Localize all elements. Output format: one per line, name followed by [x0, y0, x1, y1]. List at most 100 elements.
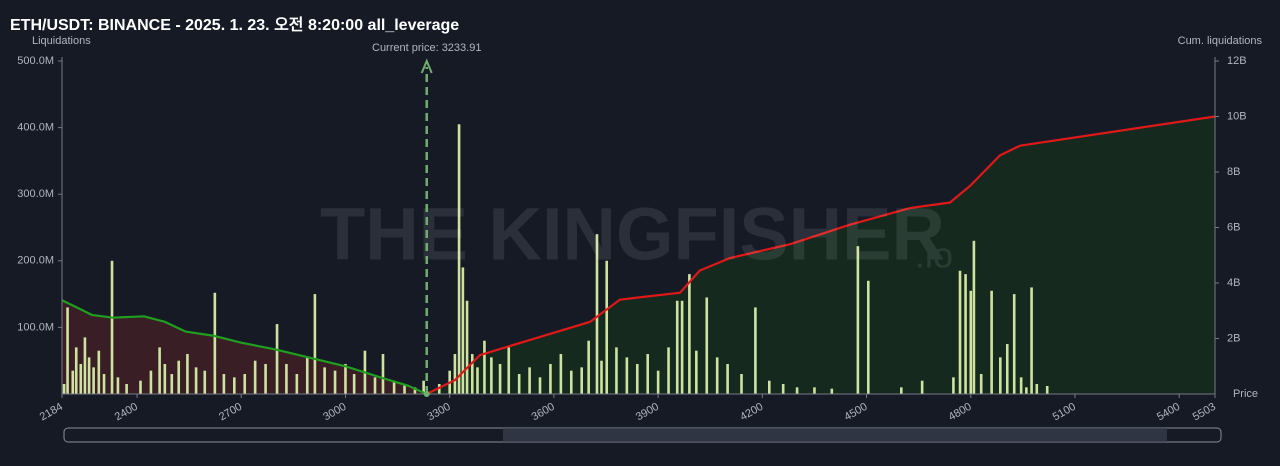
bar: [158, 347, 161, 394]
bar: [979, 374, 983, 394]
bar: [305, 357, 309, 394]
y2-tick-label: 8B: [1227, 166, 1240, 178]
area-fill: [426, 116, 1216, 394]
bar: [958, 270, 962, 394]
y-tick-label: 300.0M: [17, 188, 54, 200]
bar: [403, 384, 406, 394]
bar: [549, 364, 552, 394]
plot-area: [61, 115, 1216, 396]
bar: [740, 374, 743, 394]
bar: [580, 367, 584, 394]
bar: [71, 370, 75, 394]
bar: [413, 387, 417, 394]
bar: [476, 367, 479, 394]
y2-tick-label: 10B: [1227, 110, 1247, 122]
bar: [1005, 344, 1009, 394]
bar: [1025, 387, 1028, 394]
bar: [969, 290, 973, 394]
bar: [856, 246, 860, 394]
bar: [635, 364, 639, 394]
bar: [1030, 287, 1033, 394]
bar: [726, 364, 729, 394]
bar: [344, 364, 347, 394]
bar: [313, 294, 317, 394]
bar: [867, 280, 870, 394]
bar: [125, 384, 128, 394]
bar: [1012, 294, 1016, 394]
x-axis-label: Price: [1233, 388, 1258, 400]
bar: [952, 377, 955, 394]
bar: [352, 374, 356, 394]
cumulative-line: [426, 115, 1216, 395]
bar: [625, 357, 629, 394]
bar: [110, 260, 114, 394]
y-axis-label: Liquidations: [32, 35, 91, 47]
bar: [688, 274, 691, 394]
x-tick-label: 3900: [634, 401, 661, 424]
bar: [595, 234, 599, 394]
current-price-label: Current price: 3233.91: [372, 42, 481, 54]
bar: [559, 354, 563, 394]
bar: [457, 124, 461, 395]
bar: [964, 274, 967, 394]
x-tick-label: 5400: [1155, 401, 1182, 424]
bar: [275, 324, 279, 394]
bar: [920, 380, 924, 394]
bar: [203, 370, 207, 394]
scroll-thumb[interactable]: [503, 428, 1167, 442]
bar: [569, 370, 573, 394]
bar: [66, 307, 69, 394]
bar: [667, 347, 670, 394]
bar: [695, 350, 698, 394]
y2-axis-label: Cum. liquidations: [1178, 35, 1263, 47]
bar: [465, 300, 469, 394]
x-tick-label: 4200: [738, 401, 765, 424]
bar: [900, 387, 903, 394]
bar: [139, 380, 142, 394]
bar: [1045, 386, 1049, 394]
bar: [517, 374, 521, 394]
watermark-suffix: .io: [915, 235, 953, 276]
bar: [999, 357, 1002, 394]
bar: [830, 388, 834, 394]
x-tick-label: 3600: [530, 401, 557, 424]
bar: [754, 307, 757, 394]
x-tick-label: 2184: [38, 401, 65, 424]
bar: [990, 290, 993, 394]
bar: [92, 367, 95, 394]
bar: [453, 354, 457, 394]
x-tick-label: 2400: [113, 401, 140, 424]
x-tick-label: 3000: [321, 401, 348, 424]
y2-tick-label: 4B: [1227, 277, 1240, 289]
area-fill: [62, 300, 427, 394]
bar: [767, 380, 771, 394]
bar: [1035, 384, 1039, 394]
bar: [186, 354, 189, 394]
bar: [62, 384, 66, 394]
bar: [233, 377, 236, 394]
bar: [392, 380, 396, 394]
x-tick-label: 5100: [1051, 401, 1078, 424]
bar: [163, 364, 167, 394]
bar: [170, 374, 174, 394]
bar: [490, 357, 493, 394]
x-tick-label: 3300: [425, 401, 452, 424]
bar: [528, 367, 531, 394]
bar: [656, 370, 660, 394]
bar: [781, 384, 785, 394]
bar: [587, 340, 590, 394]
bar: [705, 297, 709, 394]
x-tick-label: 4800: [947, 401, 974, 424]
x-tick-label: 4500: [842, 401, 869, 424]
bar: [498, 364, 502, 394]
bar: [615, 347, 618, 394]
bar: [483, 340, 486, 394]
bar: [605, 260, 609, 394]
bar: [285, 364, 288, 394]
y-tick-label: 100.0M: [17, 321, 54, 333]
bar: [116, 377, 120, 394]
bar: [213, 292, 217, 394]
bar: [87, 357, 91, 394]
bar: [97, 350, 101, 394]
